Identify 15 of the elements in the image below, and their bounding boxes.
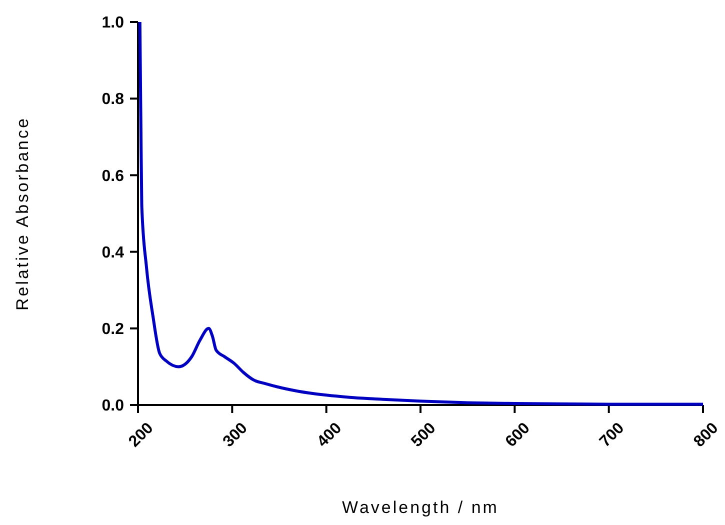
x-tick-label: 700	[596, 420, 628, 451]
y-tick-label: 0.6	[102, 168, 124, 185]
y-axis-title: Relative Absorbance	[13, 116, 32, 310]
x-tick-label: 400	[314, 420, 346, 451]
y-tick-label: 0.0	[102, 398, 124, 415]
x-tick-label: 800	[690, 420, 722, 451]
x-axis-title: Wavelength / nm	[342, 498, 499, 517]
x-tick-label: 300	[220, 420, 251, 451]
y-tick-label: 0.4	[102, 244, 124, 262]
x-tick-label: 500	[408, 420, 440, 451]
y-tick-label: 1.0	[102, 14, 124, 32]
x-tick-label: 200	[126, 420, 157, 451]
y-tick-label: 0.2	[102, 321, 124, 338]
y-tick-label: 0.8	[102, 91, 124, 108]
x-tick-label: 600	[502, 420, 534, 451]
